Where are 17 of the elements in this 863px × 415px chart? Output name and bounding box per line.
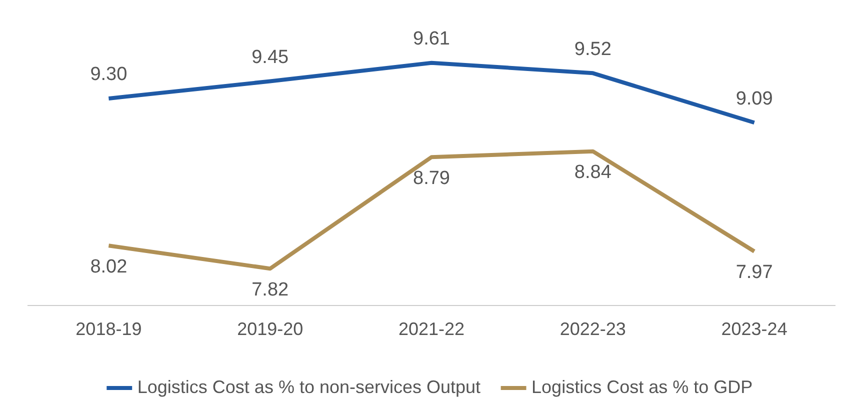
x-tick-label: 2018-19 [76, 319, 142, 340]
x-tick-label: 2021-22 [398, 319, 465, 340]
x-tick-label: 2019-20 [237, 319, 304, 340]
data-label: 8.02 [90, 256, 128, 278]
x-tick-label: 2023-24 [721, 319, 788, 340]
legend-label: Logistics Cost as % to non-services Output [137, 376, 481, 397]
data-label: 9.30 [90, 64, 128, 86]
data-label: 7.82 [252, 279, 289, 300]
data-label: 9.61 [413, 28, 450, 50]
data-label: 7.97 [736, 262, 773, 284]
data-label: 9.52 [574, 38, 612, 60]
data-label: 9.45 [252, 46, 289, 68]
data-label: 9.09 [736, 88, 773, 110]
data-label: 8.79 [413, 168, 450, 189]
legend-label: Logistics Cost as % to GDP [532, 376, 753, 397]
data-label: 8.84 [574, 162, 612, 184]
x-tick-label: 2022-23 [560, 319, 626, 340]
